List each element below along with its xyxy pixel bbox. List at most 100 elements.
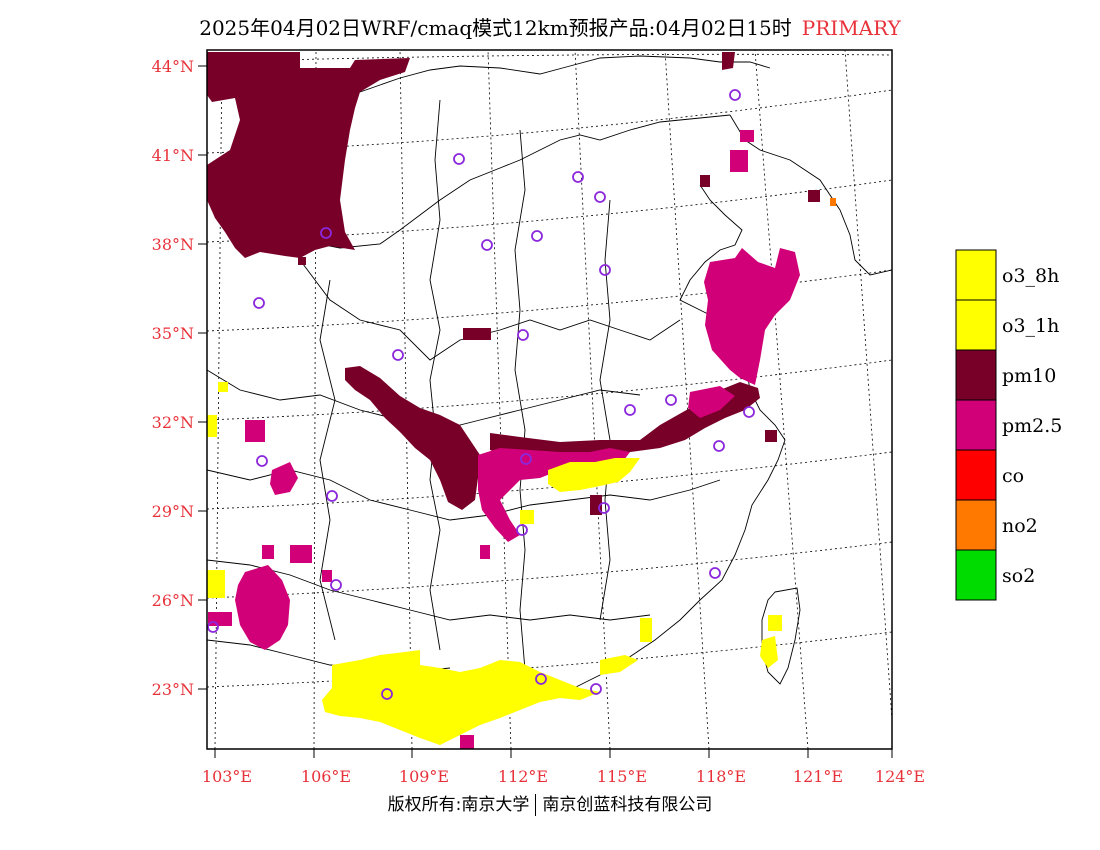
- o3-patch-3: [768, 615, 782, 631]
- legend: o3_8h o3_1h pm10 pm2.5 co no2 so2: [955, 249, 1062, 601]
- pm10-patch-4: [700, 175, 710, 187]
- parallel-41n: [207, 89, 892, 154]
- legend-item-pm10: pm10: [955, 349, 1056, 401]
- station-marker: [729, 89, 741, 101]
- meridian-112e: [487, 50, 512, 749]
- pm10-patch-1: [463, 328, 491, 340]
- legend-item-co: co: [955, 449, 1024, 501]
- station-marker: [481, 239, 493, 251]
- legend-label: pm2.5: [1002, 415, 1062, 437]
- o3-patch-5: [640, 618, 652, 642]
- longitude-labels: 103°E 106°E 109°E 112°E 115°E 118°E 121°…: [202, 767, 925, 786]
- meridian-106e: [313, 50, 317, 749]
- station-marker: [520, 453, 532, 465]
- pm25-patch-7: [460, 735, 474, 749]
- pm25-central-band: [478, 448, 630, 542]
- lon-label: 106°E: [301, 767, 351, 786]
- legend-swatch: [955, 399, 997, 451]
- lat-label: 32°N: [152, 413, 194, 432]
- legend-label: co: [1002, 465, 1024, 487]
- o3-guangxi-guangdong: [322, 650, 600, 745]
- meridian-103e: [214, 50, 223, 749]
- station-markers: [207, 89, 755, 700]
- pm10-northeast-corner: [722, 52, 735, 70]
- pm25-hubei-east: [688, 386, 735, 418]
- pm25-patch-4: [245, 420, 265, 442]
- legend-swatch: [955, 549, 997, 601]
- lon-label: 121°E: [793, 767, 843, 786]
- taiwan-outline: [761, 587, 801, 685]
- legend-swatch: [955, 249, 997, 301]
- lon-label: 103°E: [202, 767, 252, 786]
- station-marker: [624, 404, 636, 416]
- meridian-109e: [399, 50, 413, 749]
- map-area: [207, 50, 892, 749]
- o3-jiangxi-anhui: [548, 458, 640, 492]
- parallel-32n: [207, 359, 892, 421]
- pm10-patch-5: [765, 430, 777, 442]
- pm25-patch-9: [322, 570, 332, 582]
- station-marker: [392, 349, 404, 361]
- o3-patch-4: [218, 382, 228, 392]
- o3-patch-6: [520, 510, 534, 524]
- lon-label: 115°E: [597, 767, 647, 786]
- pm25-patch-8: [480, 545, 490, 559]
- southern-boundary: [207, 559, 651, 621]
- station-marker: [320, 227, 332, 239]
- bohai-coast: [679, 184, 743, 331]
- legend-item-pm25: pm2.5: [955, 399, 1062, 451]
- lon-label: 118°E: [696, 767, 746, 786]
- meridional-3: [599, 199, 611, 621]
- station-marker: [713, 440, 725, 452]
- pm25-patch-5: [730, 150, 748, 172]
- title-tag: PRIMARY: [801, 16, 901, 40]
- station-marker: [516, 524, 528, 536]
- parallel-44n: [207, 53, 892, 63]
- o3-regions: [207, 382, 782, 745]
- meridian-121e: [754, 50, 809, 749]
- legend-item-so2: so2: [955, 549, 1035, 601]
- station-marker: [709, 567, 721, 579]
- page-title: 2025年04月02日WRF/cmaq模式12km预报产品:04月02日15时 P…: [0, 12, 1100, 41]
- station-marker: [594, 191, 606, 203]
- legend-swatch: [955, 299, 997, 351]
- station-marker: [590, 683, 602, 695]
- legend-label: so2: [1002, 565, 1035, 587]
- pm25-yunnan-west: [235, 565, 290, 650]
- legend-label: o3_8h: [1002, 265, 1059, 287]
- pm25-regions: [208, 130, 800, 749]
- lat-label: 26°N: [152, 591, 194, 610]
- station-marker: [572, 171, 584, 183]
- latitude-labels: 44°N 41°N 38°N 35°N 32°N 29°N 26°N 23°N: [152, 57, 194, 699]
- central-boundary-2: [207, 469, 721, 521]
- pm10-patch-3: [808, 190, 820, 202]
- o3-fujian-coast: [600, 655, 638, 675]
- legend-item-o3-8h: o3_8h: [955, 249, 1059, 301]
- o3-taiwan: [760, 636, 778, 668]
- station-marker: [253, 297, 265, 309]
- pm25-patch-2: [290, 545, 312, 563]
- legend-item-o3-1h: o3_1h: [955, 299, 1059, 351]
- legend-label: pm10: [1002, 365, 1056, 387]
- legend-label: no2: [1002, 515, 1038, 537]
- pm25-guizhou-patch: [270, 462, 298, 495]
- pm10-patch-6: [298, 257, 306, 265]
- legend-label: o3_1h: [1002, 315, 1059, 337]
- station-marker: [326, 490, 338, 502]
- station-marker: [330, 579, 342, 591]
- pm25-patch-3: [208, 612, 232, 626]
- station-marker: [531, 230, 543, 242]
- pm10-inner-mongolia-west: [207, 52, 410, 258]
- legend-swatch: [955, 349, 997, 401]
- meridian-124e: [844, 50, 892, 721]
- station-marker: [743, 406, 755, 418]
- meridian-115e: [574, 50, 611, 749]
- o3-patch-2: [207, 415, 217, 437]
- station-marker: [535, 673, 547, 685]
- station-marker: [256, 455, 268, 467]
- meridional-1: [429, 99, 441, 651]
- lat-label: 35°N: [152, 324, 194, 343]
- lat-label: 41°N: [152, 146, 194, 165]
- pm25-patch-1: [262, 545, 274, 559]
